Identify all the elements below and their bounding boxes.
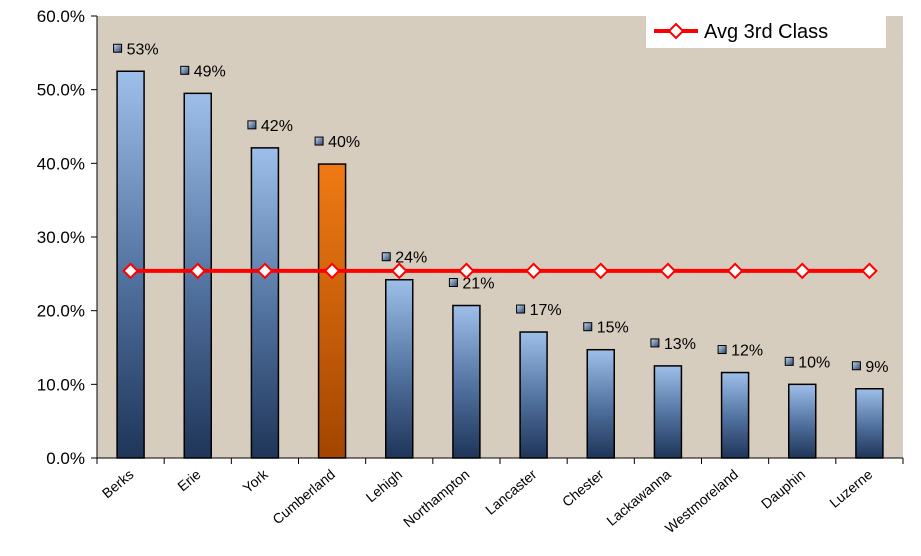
data-label: 21% bbox=[462, 276, 494, 293]
bar bbox=[720, 371, 750, 459]
bar bbox=[855, 388, 884, 459]
avg-line-series bbox=[122, 262, 878, 280]
x-tick-label: Lackawanna bbox=[603, 466, 674, 529]
data-label: 17% bbox=[530, 302, 562, 319]
avg-line-marker bbox=[189, 262, 207, 280]
data-label: 24% bbox=[395, 250, 427, 267]
avg-line-marker bbox=[122, 262, 139, 280]
legend-label: Avg 3rd Class bbox=[704, 21, 828, 43]
data-label-marker bbox=[113, 43, 123, 53]
data-label: 12% bbox=[731, 343, 763, 360]
bar bbox=[250, 147, 280, 459]
legend: Avg 3rd Class bbox=[646, 14, 886, 48]
x-tick-label: Cumberland bbox=[269, 466, 338, 527]
data-label: 53% bbox=[127, 41, 159, 58]
data-label-marker bbox=[784, 356, 794, 366]
avg-line-marker bbox=[323, 262, 341, 280]
x-tick-label: Berks bbox=[99, 466, 137, 501]
data-label-marker bbox=[381, 252, 391, 262]
avg-line-marker bbox=[390, 262, 408, 280]
bar bbox=[317, 163, 347, 459]
bar bbox=[788, 383, 817, 459]
data-label-marker bbox=[448, 278, 458, 288]
data-label: 13% bbox=[664, 336, 696, 353]
bar bbox=[519, 331, 548, 459]
avg-line-marker bbox=[793, 262, 811, 280]
avg-line-marker bbox=[256, 262, 274, 280]
avg-line-marker bbox=[525, 262, 542, 280]
bar-series bbox=[116, 70, 884, 459]
data-label-marker bbox=[180, 65, 190, 75]
data-label-marker bbox=[583, 322, 593, 332]
data-label-marker bbox=[516, 304, 526, 314]
bar bbox=[653, 365, 683, 459]
data-label-marker bbox=[247, 120, 257, 130]
x-tick-label: Lehigh bbox=[363, 466, 405, 505]
data-label-marker bbox=[851, 361, 861, 371]
y-tick-label: 50.0% bbox=[37, 81, 85, 100]
y-tick-label: 40.0% bbox=[37, 154, 85, 173]
avg-line-marker bbox=[458, 262, 475, 280]
data-label-marker bbox=[717, 345, 727, 355]
y-tick-label: 60.0% bbox=[37, 7, 85, 26]
x-tick-label: Lancaster bbox=[482, 466, 540, 518]
avg-line-marker bbox=[659, 262, 677, 280]
y-tick-label: 20.0% bbox=[37, 302, 85, 321]
avg-line-marker bbox=[592, 262, 610, 280]
data-label: 42% bbox=[261, 118, 293, 135]
x-tick-label: York bbox=[239, 465, 271, 496]
y-axis: 0.0% 10.0% 20.0% 30.0% 40.0% 50.0% 60.0% bbox=[37, 7, 98, 468]
x-tick-label: Erie bbox=[174, 466, 204, 494]
avg-line-marker bbox=[726, 262, 744, 280]
avg-line-marker bbox=[861, 262, 878, 280]
bar bbox=[385, 278, 414, 459]
x-tick-label: Dauphin bbox=[758, 466, 808, 512]
data-label: 15% bbox=[597, 320, 629, 337]
data-labels: 53% 49% 42% 40% 24% 21% 17% 15% 13% 12% 10% 9% bbox=[113, 41, 889, 376]
data-label-marker bbox=[650, 338, 660, 348]
data-label: 9% bbox=[865, 359, 888, 376]
legend-diamond-icon bbox=[667, 22, 685, 40]
bar bbox=[452, 304, 481, 459]
x-tick-label: Chester bbox=[559, 466, 607, 510]
data-label: 10% bbox=[798, 354, 830, 371]
x-tick-label: Northampton bbox=[400, 466, 472, 530]
y-tick-label: 10.0% bbox=[37, 375, 85, 394]
data-label: 40% bbox=[328, 134, 360, 151]
plot-texture bbox=[97, 16, 903, 458]
data-label: 49% bbox=[194, 63, 226, 80]
bar bbox=[586, 348, 615, 459]
y-tick-label: 0.0% bbox=[46, 449, 85, 468]
x-tick-label: Westmoreland bbox=[662, 466, 741, 536]
y-tick-label: 30.0% bbox=[37, 228, 85, 247]
x-tick-label: Luzerne bbox=[826, 466, 875, 511]
data-label-marker bbox=[314, 136, 324, 146]
